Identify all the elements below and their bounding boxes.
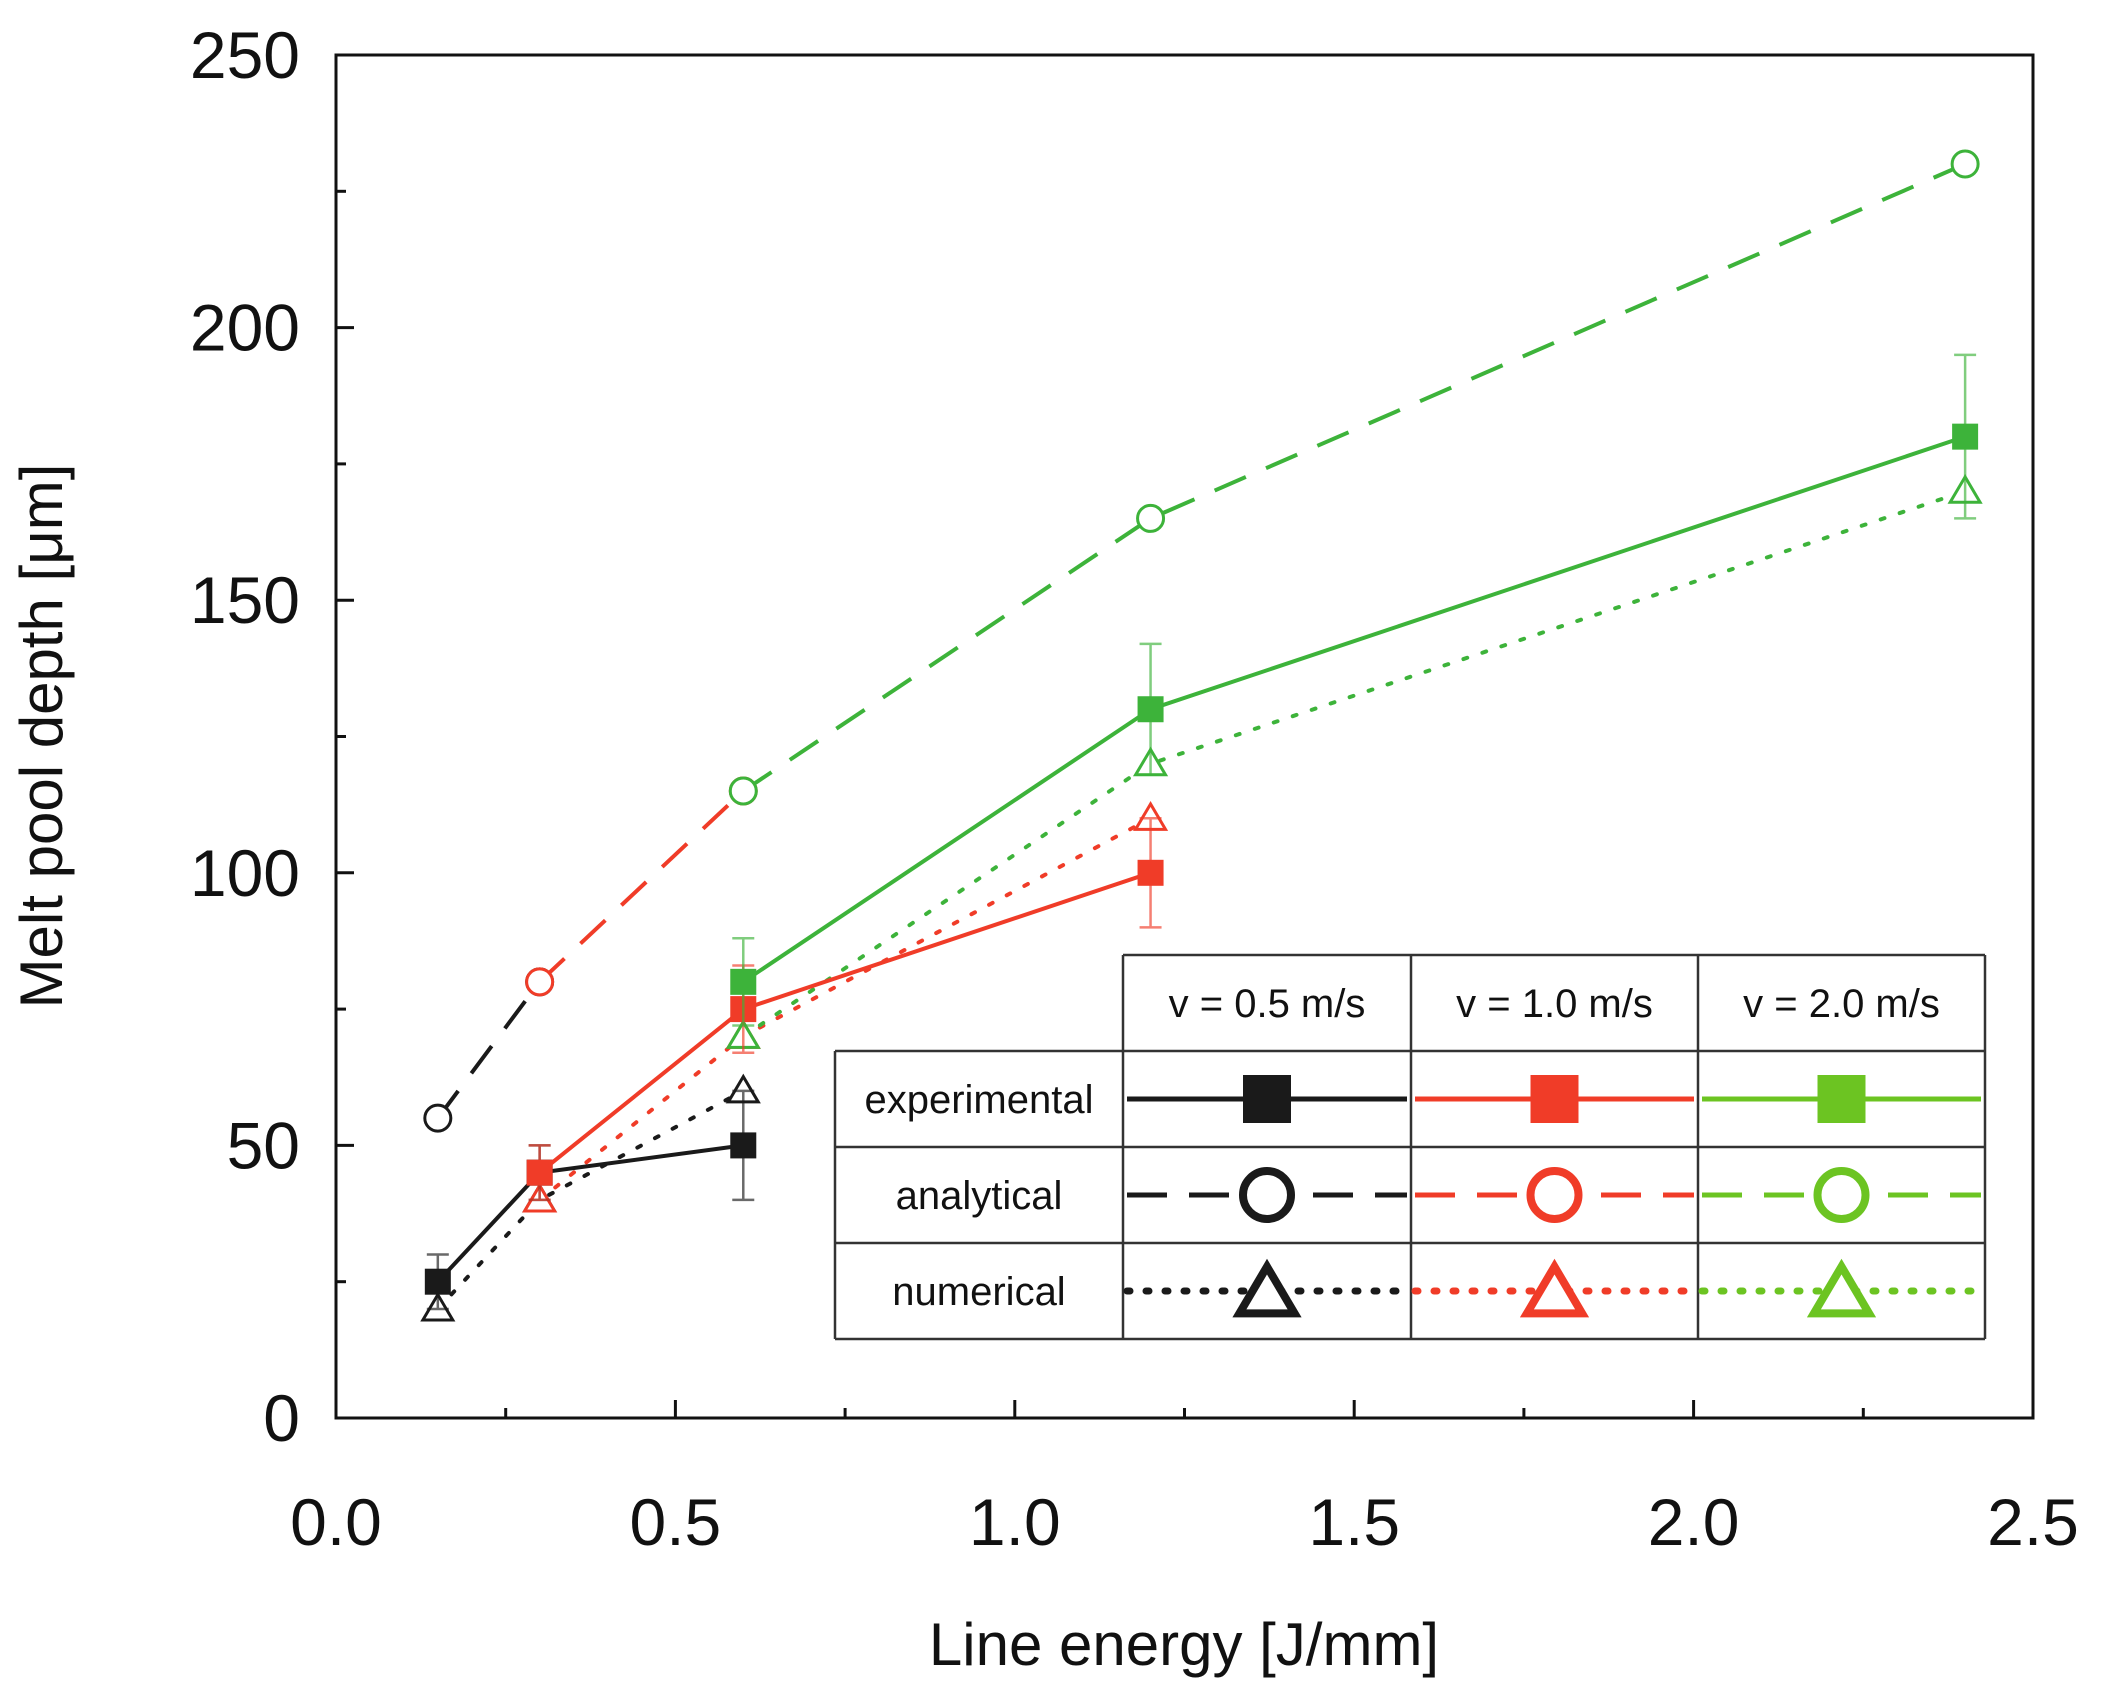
legend-sample-analytical-v10: [1415, 1167, 1694, 1223]
circle-marker: [1136, 503, 1166, 533]
y-tick-label: 200: [190, 291, 300, 365]
x-tick-label: 1.0: [969, 1485, 1061, 1559]
x-axis-title: Line energy [J/mm]: [929, 1611, 1439, 1678]
legend-column-header: v = 1.0 m/s: [1456, 982, 1653, 1026]
x-tick-label: 2.5: [1987, 1485, 2079, 1559]
series-analytical-v20: [728, 149, 1980, 806]
legend-row-label: experimental: [864, 1078, 1093, 1122]
series-experimental-v20: [730, 353, 1979, 1027]
legend-sample-analytical-v05: [1127, 1167, 1407, 1223]
legend-sample-numerical-v10: [1411, 1258, 1698, 1318]
legend-row-label: analytical: [896, 1174, 1063, 1218]
series-line: [436, 980, 542, 1120]
legend-square-marker: [1530, 1075, 1579, 1123]
legend-circle-marker: [1526, 1167, 1583, 1223]
legend-circle-marker: [1239, 1167, 1295, 1223]
legend-sample-numerical-v20: [1698, 1258, 1985, 1318]
legend-header-bg: [1123, 955, 1985, 1051]
circle-marker: [423, 1103, 453, 1133]
legend-square-marker: [1817, 1075, 1866, 1123]
y-axis-title: Melt pool depth [μm]: [8, 464, 75, 1009]
legend-circle-marker: [1813, 1167, 1870, 1223]
x-tick-label: 1.5: [1308, 1485, 1400, 1559]
square-marker: [730, 1132, 757, 1159]
x-tick-label: 0.5: [630, 1485, 722, 1559]
series-line: [741, 489, 1968, 1039]
square-marker: [424, 1268, 451, 1295]
legend-column-header: v = 2.0 m/s: [1743, 982, 1940, 1026]
circle-marker: [728, 776, 758, 806]
legend-sample-analytical-v20: [1702, 1167, 1981, 1223]
legend-triangle-marker: [1806, 1258, 1877, 1318]
square-marker: [1952, 423, 1979, 450]
square-marker: [526, 1159, 553, 1186]
y-tick-label: 250: [190, 18, 300, 92]
circle-marker: [1950, 149, 1980, 179]
legend-sample-experimental-v05: [1127, 1075, 1407, 1123]
square-marker: [1137, 696, 1164, 723]
legend-column-header: v = 0.5 m/s: [1169, 982, 1366, 1026]
y-tick-label: 50: [227, 1108, 300, 1182]
series-layer: [420, 149, 1983, 1322]
legend: v = 0.5 m/s v = 1.0 m/s v = 2.0 m/s experim…: [833, 953, 1987, 1341]
series-line: [435, 1088, 746, 1311]
x-tick-label: 0.0: [290, 1485, 382, 1559]
legend-sample-numerical-v05: [1123, 1258, 1411, 1318]
square-marker: [1137, 859, 1164, 886]
legend-square-marker: [1243, 1075, 1291, 1123]
series-line: [742, 162, 1966, 793]
series-line: [538, 789, 745, 984]
square-marker: [730, 968, 757, 995]
legend-sample-experimental-v20: [1702, 1075, 1981, 1123]
y-tick-label: 150: [190, 563, 300, 637]
circle-marker: [525, 967, 555, 997]
x-tick-label: 2.0: [1648, 1485, 1740, 1559]
ticks-layer: 0.0 0.5 1.0 1.5 2.0 2.5 0 50 100 150 200 250: [190, 18, 2079, 1559]
legend-triangle-marker: [1232, 1258, 1302, 1318]
y-tick-label: 100: [190, 836, 300, 910]
legend-sample-experimental-v10: [1415, 1075, 1694, 1123]
legend-triangle-marker: [1519, 1258, 1590, 1318]
legend-row-label: numerical: [892, 1270, 1065, 1314]
y-tick-label: 0: [263, 1381, 300, 1455]
